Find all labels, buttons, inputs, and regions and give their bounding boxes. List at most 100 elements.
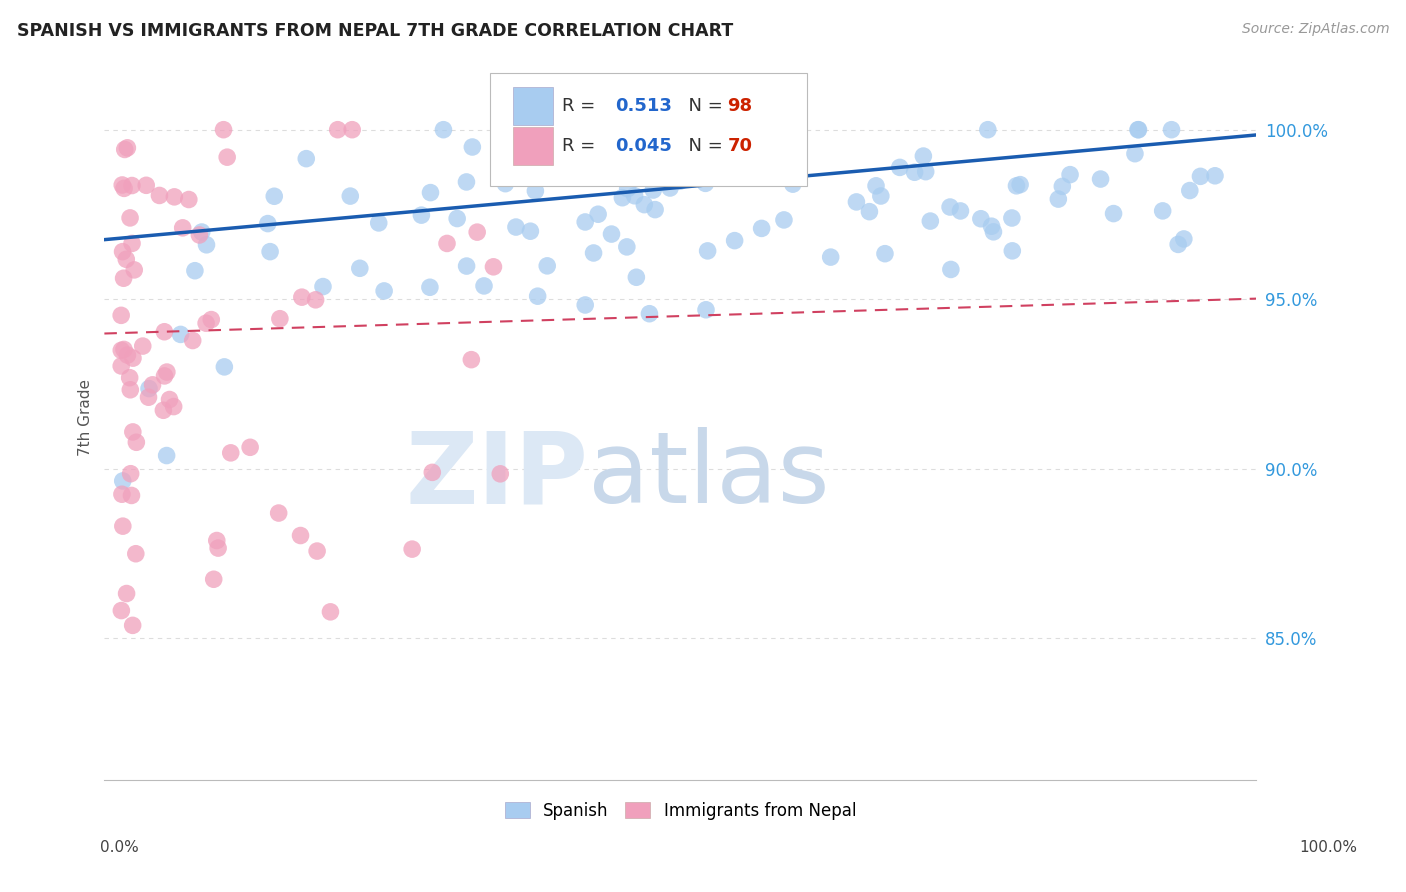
Point (205, 533, 228, 548)
Point (121, 178, 143, 193)
Point (633, 197, 655, 211)
Point (153, 368, 176, 383)
Text: R =: R = (562, 136, 600, 155)
Point (120, 211, 142, 225)
Point (977, 122, 1000, 136)
Point (153, 325, 176, 339)
Point (138, 390, 160, 404)
Point (326, 122, 349, 136)
Point (1178, 184, 1201, 198)
Point (1204, 169, 1226, 183)
Point (111, 474, 134, 488)
Point (117, 348, 139, 362)
Point (291, 290, 314, 304)
Point (1160, 122, 1182, 136)
Text: R =: R = (562, 97, 600, 115)
Point (626, 270, 648, 285)
FancyBboxPatch shape (513, 87, 553, 125)
Point (751, 221, 773, 235)
Point (465, 225, 488, 239)
Point (482, 260, 505, 274)
Point (181, 334, 204, 348)
Point (340, 122, 363, 136)
Text: 0.513: 0.513 (614, 97, 672, 115)
Point (574, 298, 596, 312)
Point (177, 193, 200, 207)
Point (207, 541, 229, 555)
Point (659, 181, 682, 195)
Point (713, 137, 735, 152)
Point (432, 122, 454, 136)
Text: 98: 98 (728, 97, 752, 115)
Point (456, 175, 478, 189)
Point (125, 547, 148, 561)
Point (110, 309, 132, 323)
Point (263, 189, 285, 203)
Point (586, 207, 609, 221)
Point (120, 467, 142, 481)
Point (858, 204, 880, 219)
Point (190, 225, 212, 239)
Point (654, 171, 676, 186)
Point (1102, 206, 1125, 220)
Point (420, 466, 443, 480)
Point (195, 237, 218, 252)
Point (156, 449, 179, 463)
Point (1126, 122, 1149, 136)
Point (169, 327, 191, 342)
Point (122, 351, 145, 366)
Point (869, 189, 891, 203)
Point (259, 244, 281, 259)
Point (163, 400, 186, 414)
Point (121, 618, 143, 632)
Point (627, 124, 650, 138)
Point (845, 194, 868, 209)
Point (419, 186, 441, 200)
Point (401, 542, 423, 557)
Point (138, 382, 160, 396)
Point (616, 182, 638, 196)
Point (820, 250, 842, 264)
Text: 100.0%: 100.0% (1299, 840, 1358, 855)
Point (519, 224, 541, 238)
Point (122, 263, 145, 277)
Point (939, 262, 962, 277)
Point (1123, 146, 1146, 161)
Point (200, 312, 222, 326)
Point (121, 425, 143, 439)
Point (612, 191, 634, 205)
Point (983, 225, 1005, 239)
Point (195, 316, 218, 330)
Point (773, 213, 796, 227)
Point (1001, 244, 1024, 258)
Point (118, 370, 141, 384)
Point (114, 143, 136, 157)
Point (148, 188, 170, 202)
Point (112, 343, 135, 357)
FancyBboxPatch shape (513, 127, 553, 165)
Point (623, 188, 645, 202)
Point (669, 174, 692, 188)
Point (115, 252, 138, 267)
Point (1152, 203, 1174, 218)
Point (644, 202, 666, 217)
Point (600, 227, 623, 241)
Point (1167, 237, 1189, 252)
Point (188, 227, 211, 242)
Point (212, 122, 235, 136)
Point (121, 488, 143, 502)
Legend: Spanish, Immigrants from Nepal: Spanish, Immigrants from Nepal (498, 795, 863, 826)
Point (141, 377, 163, 392)
Text: 0.0%: 0.0% (100, 840, 139, 855)
Point (505, 220, 527, 235)
Point (110, 343, 132, 358)
Point (980, 219, 1002, 234)
Point (256, 217, 278, 231)
Text: ZIP: ZIP (405, 427, 588, 524)
Point (696, 244, 718, 258)
Point (695, 177, 717, 191)
Point (120, 383, 142, 397)
Point (572, 169, 595, 184)
Point (110, 603, 132, 617)
Point (239, 440, 262, 454)
